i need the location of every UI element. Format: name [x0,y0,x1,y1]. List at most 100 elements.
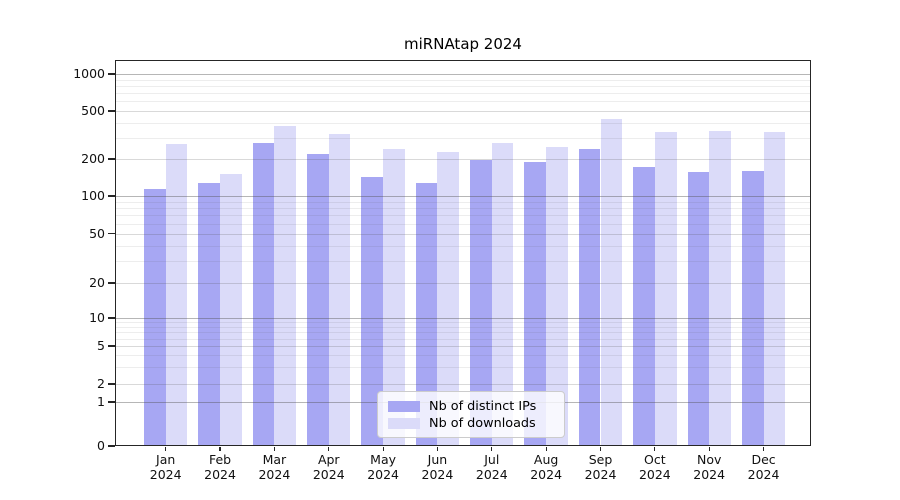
y-tick-mark-500 [108,110,115,112]
x-tick-label-may: May 2024 [367,452,399,482]
y-tick-mark-1000 [108,73,115,75]
bars-layer [115,60,811,446]
bar-distinct-ips-dec [741,171,764,446]
x-tick-mark-jan [165,446,167,451]
bar-distinct-ips-nov [687,171,710,446]
gridline-60 [115,223,811,225]
gridline-100 [115,196,811,197]
y-tick-label-2: 2 [97,376,105,391]
bar-downloads-jan [165,144,188,446]
gridline-800 [115,85,811,87]
gridline-3 [115,367,811,369]
gridline-70 [115,215,811,217]
x-tick-label-nov: Nov 2024 [693,452,726,482]
bar-distinct-ips-feb [198,183,221,446]
x-tick-mark-jul [491,446,493,451]
x-tick-mark-may [382,446,384,451]
y-tick-mark-0 [108,445,115,447]
y-tick-mark-1 [108,401,115,403]
gridline-30 [115,261,811,263]
bar-downloads-sep [600,119,623,446]
chart-title: miRNAtap 2024 [404,35,522,53]
gridline-600 [115,101,811,103]
bar-distinct-ips-apr [307,154,329,446]
gridline-7 [115,332,811,334]
x-tick-label-jan: Jan 2024 [149,452,182,482]
x-tick-mark-mar [273,446,275,451]
bar-distinct-ips-jan [144,189,166,446]
bar-downloads-mar [274,125,297,446]
y-tick-label-50: 50 [89,225,105,241]
gridline-300 [115,137,811,139]
x-tick-mark-dec [762,446,765,451]
gridline-20 [115,283,811,284]
gridline-900 [115,79,811,81]
y-tick-mark-100 [108,195,115,197]
x-tick-label-sep: Sep 2024 [584,452,617,482]
x-tick-mark-feb [219,446,221,451]
gridline-90 [115,201,811,203]
bar-distinct-ips-mar [252,143,275,446]
gridline-80 [115,208,811,210]
gridline-500 [115,111,811,112]
x-tick-mark-jun [436,446,439,451]
y-tick-mark-5 [108,345,115,347]
y-tick-mark-50 [108,232,115,235]
x-tick-mark-nov [708,446,710,451]
y-tick-label-1: 1 [97,394,105,409]
x-tick-mark-aug [545,446,547,451]
bar-downloads-oct [654,132,677,446]
plot-area [115,60,811,447]
y-tick-mark-20 [108,282,115,284]
x-tick-label-aug: Aug 2024 [530,452,563,482]
y-tick-label-0: 0 [97,438,105,453]
gridline-400 [115,122,811,124]
y-tick-label-200: 200 [81,151,105,166]
grid-layer [115,60,811,447]
legend: Nb of distinct IPs Nb of downloads [377,390,565,438]
x-tick-mark-sep [599,446,602,451]
gridline-700 [115,93,811,95]
legend-swatch-downloads [388,417,420,429]
y-tick-label-500: 500 [81,103,105,118]
x-tick-label-oct: Oct 2024 [638,452,671,482]
legend-item-downloads: Nb of downloads [388,416,554,431]
x-tick-label-feb: Feb 2024 [204,452,236,482]
y-tick-mark-2 [108,383,115,385]
gridline-5 [115,346,811,347]
x-tick-label-apr: Apr 2024 [312,452,345,482]
x-tick-mark-oct [654,446,656,451]
legend-label-distinct-ips: Nb of distinct IPs [429,398,537,414]
bar-distinct-ips-sep [578,148,601,446]
y-tick-label-1000: 1000 [73,66,105,81]
gridline-6 [115,338,811,340]
legend-swatch-distinct-ips [388,400,420,412]
gridline-200 [115,159,811,160]
gridline-10 [115,318,811,319]
gridline-4 [115,355,811,357]
legend-label-downloads: Nb of downloads [429,415,536,431]
gridline-2 [115,384,811,385]
x-tick-label-jun: Jun 2024 [421,452,454,482]
y-tick-label-20: 20 [89,275,105,290]
x-tick-label-mar: Mar 2024 [258,452,291,482]
legend-item-distinct-ips: Nb of distinct IPs [388,399,554,414]
gridline-50 [115,233,811,235]
gridline-8 [115,327,811,328]
x-tick-mark-apr [328,446,330,451]
bar-downloads-dec [763,132,786,446]
y-tick-label-5: 5 [97,338,105,353]
gridline-40 [115,245,811,247]
y-tick-label-100: 100 [81,188,105,203]
bar-downloads-feb [220,174,242,446]
x-tick-label-jul: Jul 2024 [475,452,508,482]
x-tick-label-dec: Dec 2024 [747,452,780,482]
y-tick-mark-10 [108,317,115,319]
gridline-9 [115,322,811,324]
bar-downloads-nov [709,130,731,446]
gridline-1000 [115,74,811,75]
bar-distinct-ips-oct [633,167,655,446]
bar-downloads-apr [328,133,351,446]
y-tick-mark-200 [108,158,115,160]
